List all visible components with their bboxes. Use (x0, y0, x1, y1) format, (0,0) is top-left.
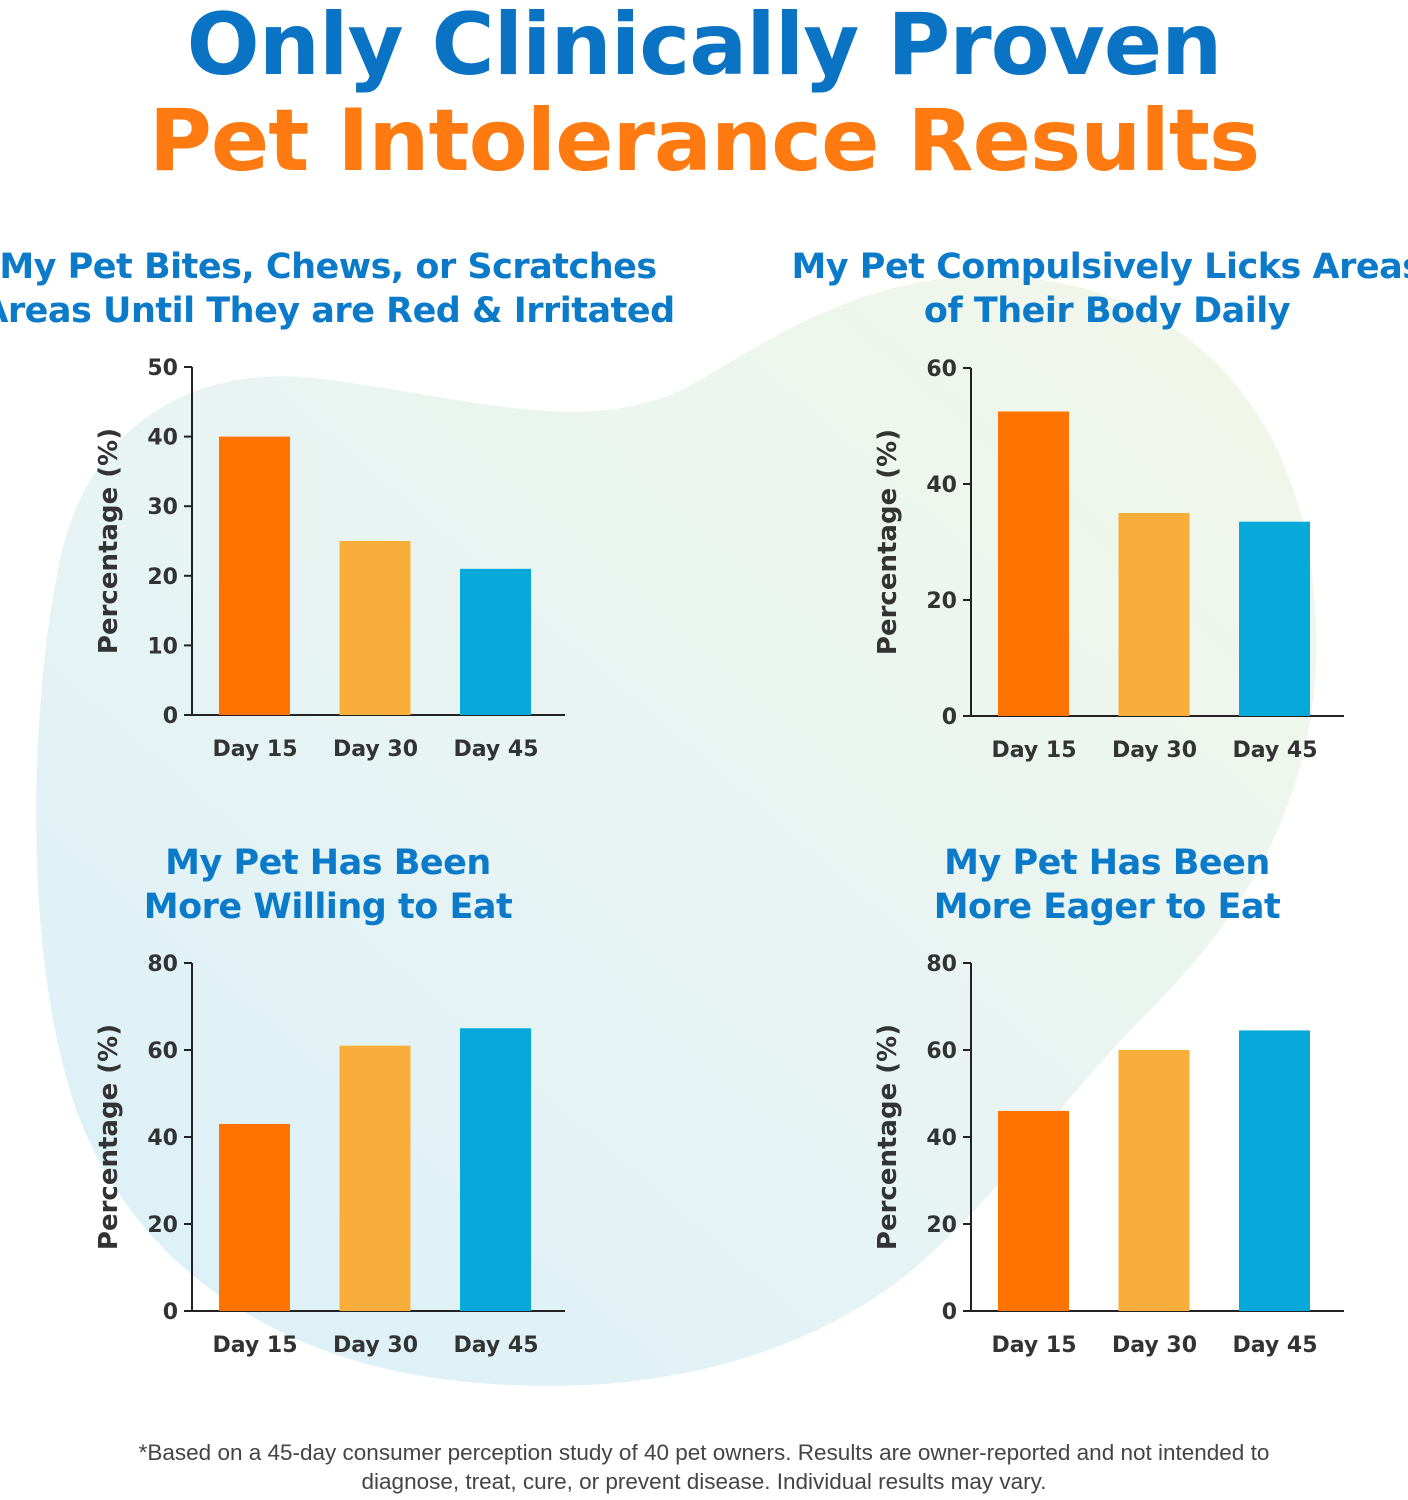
bar-day-45 (460, 568, 531, 715)
y-tick-label: 20 (147, 565, 178, 590)
footnote-line: *Based on a 45-day consumer perception s… (138, 1440, 1270, 1465)
y-tick-label: 50 (147, 356, 178, 381)
x-tick-label: Day 30 (1112, 1333, 1197, 1358)
y-tick-label: 40 (147, 1126, 178, 1151)
x-tick-label: Day 15 (212, 737, 297, 762)
page-title-line2: Pet Intolerance Results (148, 91, 1260, 191)
bar-day-30 (339, 1045, 411, 1311)
bar-day-45 (1239, 1030, 1310, 1311)
y-tick-label: 60 (926, 357, 957, 382)
bar-day-30 (1118, 1050, 1190, 1311)
y-tick-label: 80 (147, 952, 178, 977)
y-tick-label: 60 (926, 1039, 957, 1064)
bar-day-45 (460, 1028, 531, 1311)
x-tick-label: Day 15 (212, 1333, 297, 1358)
x-tick-label: Day 30 (333, 737, 418, 762)
y-tick-label: 40 (147, 426, 178, 451)
bar-day-15 (219, 1123, 290, 1311)
footnote: *Based on a 45-day consumer perception s… (0, 1438, 1408, 1496)
chart-title-line: Areas Until They are Red & Irritated (0, 291, 675, 331)
chart-title-line: More Willing to Eat (143, 887, 513, 927)
y-tick-label: 40 (926, 473, 957, 498)
footnote-line: diagnose, treat, cure, or prevent diseas… (361, 1469, 1047, 1494)
y-tick-label: 0 (942, 1300, 957, 1325)
x-tick-label: Day 45 (453, 737, 538, 762)
y-tick-label: 60 (147, 1039, 178, 1064)
chart-title-licks: My Pet Compulsively Licks Areas of Their… (747, 245, 1408, 333)
y-tick-label: 0 (942, 705, 957, 730)
chart-title-line: More Eager to Eat (933, 887, 1281, 927)
bar-day-45 (1239, 521, 1310, 716)
x-tick-label: Day 15 (991, 1333, 1076, 1358)
x-tick-label: Day 15 (991, 738, 1076, 763)
y-tick-label: 80 (926, 952, 957, 977)
y-axis-label: Percentage (%) (94, 1024, 124, 1250)
x-tick-label: Day 45 (1232, 738, 1317, 763)
x-tick-label: Day 30 (1112, 738, 1197, 763)
y-tick-label: 40 (926, 1126, 957, 1151)
y-axis-label: Percentage (%) (873, 1024, 903, 1250)
chart-title-line: My Pet Bites, Chews, or Scratches (0, 247, 657, 287)
y-tick-label: 10 (147, 634, 178, 659)
chart-title-bites: My Pet Bites, Chews, or Scratches Areas … (0, 245, 688, 333)
y-tick-label: 20 (926, 1213, 957, 1238)
y-axis-label: Percentage (%) (873, 429, 903, 655)
chart-title-eager: My Pet Has Been More Eager to Eat (747, 841, 1408, 929)
y-tick-label: 30 (147, 495, 178, 520)
chart-title-willing: My Pet Has Been More Willing to Eat (0, 841, 688, 929)
x-tick-label: Day 45 (453, 1333, 538, 1358)
bar-day-30 (1118, 513, 1190, 716)
x-tick-label: Day 30 (333, 1333, 418, 1358)
bar-day-15 (998, 411, 1069, 716)
page-title-line1: Only Clinically Proven (186, 0, 1223, 95)
y-axis-label: Percentage (%) (94, 428, 124, 654)
y-tick-label: 20 (926, 589, 957, 614)
chart-title-line: My Pet Has Been (944, 843, 1270, 883)
chart-title-line: of Their Body Daily (923, 291, 1291, 331)
y-tick-label: 20 (147, 1213, 178, 1238)
bar-day-30 (339, 541, 411, 715)
y-tick-label: 0 (163, 1300, 178, 1325)
chart-title-line: My Pet Compulsively Licks Areas (791, 247, 1408, 287)
bar-day-15 (998, 1110, 1069, 1311)
y-tick-label: 0 (163, 704, 178, 729)
bar-day-15 (219, 436, 290, 715)
chart-title-line: My Pet Has Been (165, 843, 491, 883)
x-tick-label: Day 45 (1232, 1333, 1317, 1358)
